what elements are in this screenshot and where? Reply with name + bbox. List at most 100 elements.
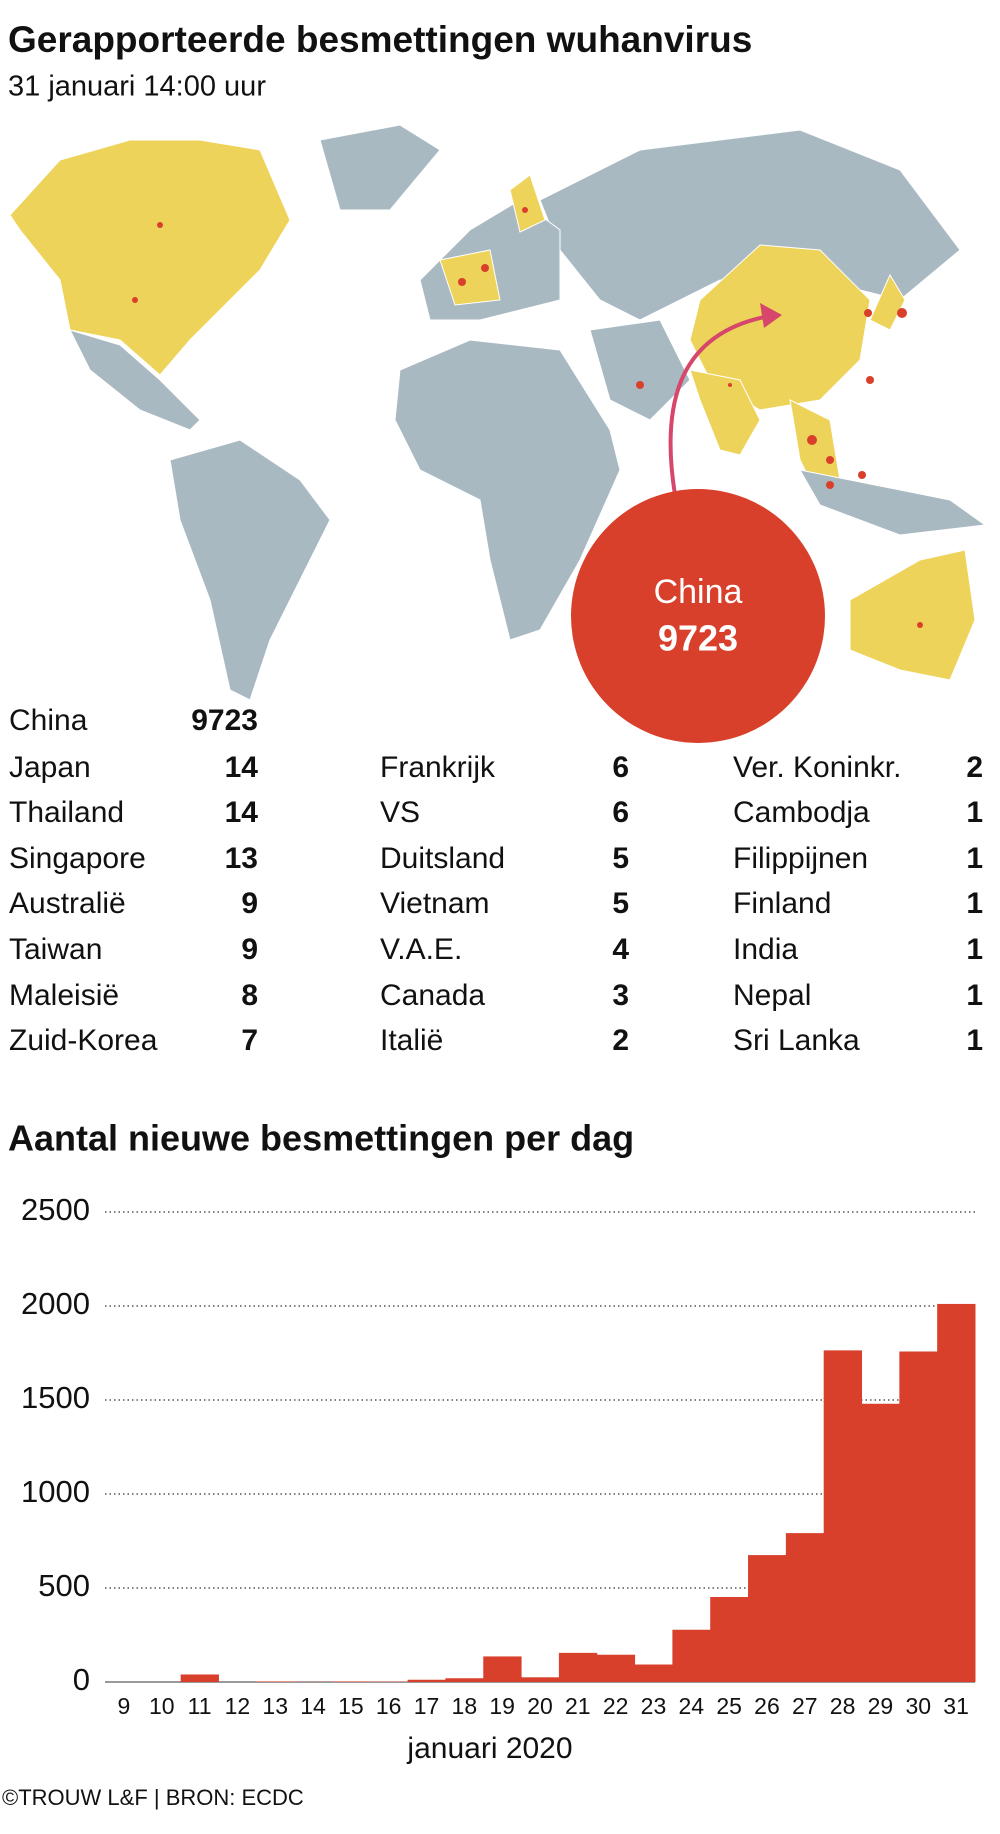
y-tick-label: 1000 bbox=[21, 1474, 90, 1509]
x-tick-label: 21 bbox=[565, 1693, 591, 1719]
country-name: Finland bbox=[733, 887, 831, 920]
x-axis-label: januari 2020 bbox=[406, 1732, 572, 1765]
x-tick-label: 14 bbox=[300, 1693, 326, 1719]
country-name: Canada bbox=[380, 979, 485, 1012]
country-name: VS bbox=[380, 796, 420, 829]
country-name: Japan bbox=[9, 751, 91, 784]
x-tick-label: 29 bbox=[868, 1693, 894, 1719]
country-count: 1 bbox=[966, 979, 983, 1012]
country-name: Vietnam bbox=[380, 887, 490, 920]
country-name: Maleisië bbox=[9, 979, 119, 1012]
country-name: Nepal bbox=[733, 979, 811, 1012]
bar bbox=[748, 1555, 787, 1682]
y-tick-label: 2000 bbox=[21, 1286, 90, 1321]
bar bbox=[634, 1664, 673, 1682]
title: Gerapporteerde besmettingen wuhanvirus bbox=[8, 19, 752, 60]
country-name: India bbox=[733, 933, 798, 966]
country-count: 6 bbox=[612, 751, 629, 784]
x-tick-label: 19 bbox=[489, 1693, 515, 1719]
x-tick-label: 17 bbox=[414, 1693, 440, 1719]
y-tick-label: 0 bbox=[73, 1662, 90, 1697]
bar bbox=[445, 1678, 484, 1682]
bar bbox=[672, 1629, 711, 1682]
country-count: 14 bbox=[225, 751, 259, 784]
y-tick-label: 1500 bbox=[21, 1380, 90, 1415]
country-count: 6 bbox=[612, 796, 629, 829]
bar bbox=[483, 1656, 522, 1682]
country-name: Taiwan bbox=[9, 933, 102, 966]
x-tick-label: 27 bbox=[792, 1693, 818, 1719]
country-name: Sri Lanka bbox=[733, 1024, 860, 1057]
country-count: 1 bbox=[966, 1024, 983, 1057]
x-tick-label: 30 bbox=[905, 1693, 931, 1719]
x-tick-label: 28 bbox=[830, 1693, 856, 1719]
country-name: China bbox=[9, 704, 88, 737]
country-count: 5 bbox=[612, 887, 629, 920]
callout-circle bbox=[571, 489, 825, 743]
country-count: 3 bbox=[612, 979, 629, 1012]
chart-title: Aantal nieuwe besmettingen per dag bbox=[8, 1118, 634, 1159]
country-count: 1 bbox=[966, 887, 983, 920]
x-tick-label: 16 bbox=[376, 1693, 402, 1719]
country-name: Filippijnen bbox=[733, 842, 868, 875]
world-map bbox=[9, 124, 987, 701]
country-count: 2 bbox=[966, 751, 983, 784]
bar bbox=[899, 1351, 938, 1682]
country-count: 14 bbox=[225, 796, 259, 829]
x-tick-label: 25 bbox=[716, 1693, 742, 1719]
country-count: 2 bbox=[612, 1024, 629, 1057]
callout-country: China bbox=[654, 573, 743, 611]
x-tick-label: 20 bbox=[527, 1693, 553, 1719]
country-name: Frankrijk bbox=[380, 751, 496, 784]
country-count: 9 bbox=[241, 887, 258, 920]
bar bbox=[710, 1597, 749, 1682]
x-tick-label: 10 bbox=[149, 1693, 175, 1719]
x-tick-label: 13 bbox=[262, 1693, 288, 1719]
country-name: Ver. Koninkr. bbox=[733, 751, 901, 784]
subtitle: 31 januari 14:00 uur bbox=[8, 71, 266, 103]
country-name: Australië bbox=[9, 887, 126, 920]
country-name: V.A.E. bbox=[380, 933, 462, 966]
country-name: Zuid-Korea bbox=[9, 1024, 158, 1057]
x-tick-label: 18 bbox=[452, 1693, 478, 1719]
country-name: Cambodja bbox=[733, 796, 870, 829]
x-tick-label: 24 bbox=[679, 1693, 705, 1719]
country-count: 8 bbox=[241, 979, 258, 1012]
x-tick-label: 11 bbox=[188, 1693, 212, 1719]
arrow-head bbox=[760, 303, 782, 328]
bar bbox=[937, 1303, 976, 1682]
country-count: 1 bbox=[966, 933, 983, 966]
y-tick-label: 2500 bbox=[21, 1192, 90, 1227]
country-count: 7 bbox=[241, 1024, 258, 1057]
bar bbox=[785, 1533, 825, 1682]
bar bbox=[180, 1674, 219, 1682]
y-tick-label: 500 bbox=[38, 1568, 90, 1603]
country-count: 9723 bbox=[191, 704, 258, 737]
country-count: 9 bbox=[241, 933, 258, 966]
country-name: Singapore bbox=[9, 842, 146, 875]
country-count: 4 bbox=[612, 933, 629, 966]
arrow bbox=[668, 313, 776, 496]
x-tick-label: 15 bbox=[338, 1693, 364, 1719]
bar bbox=[596, 1654, 636, 1682]
country-count: 5 bbox=[612, 842, 629, 875]
callout-value: 9723 bbox=[658, 618, 738, 659]
bar bbox=[558, 1652, 598, 1682]
x-tick-label: 12 bbox=[225, 1693, 251, 1719]
x-tick-label: 26 bbox=[754, 1693, 780, 1719]
x-tick-label: 31 bbox=[943, 1693, 969, 1719]
country-name: Thailand bbox=[9, 796, 124, 829]
bar bbox=[331, 1681, 371, 1682]
country-count: 1 bbox=[966, 796, 983, 829]
x-tick-label: 22 bbox=[603, 1693, 629, 1719]
bar bbox=[521, 1677, 560, 1682]
source: ©TROUW L&F | BRON: ECDC bbox=[2, 1785, 304, 1810]
x-tick-label: 9 bbox=[118, 1693, 131, 1719]
x-tick-label: 23 bbox=[641, 1693, 667, 1719]
country-count: 1 bbox=[966, 842, 983, 875]
country-name: Italië bbox=[380, 1024, 443, 1057]
country-count: 13 bbox=[225, 842, 258, 875]
country-name: Duitsland bbox=[380, 842, 505, 875]
bar bbox=[823, 1350, 863, 1682]
